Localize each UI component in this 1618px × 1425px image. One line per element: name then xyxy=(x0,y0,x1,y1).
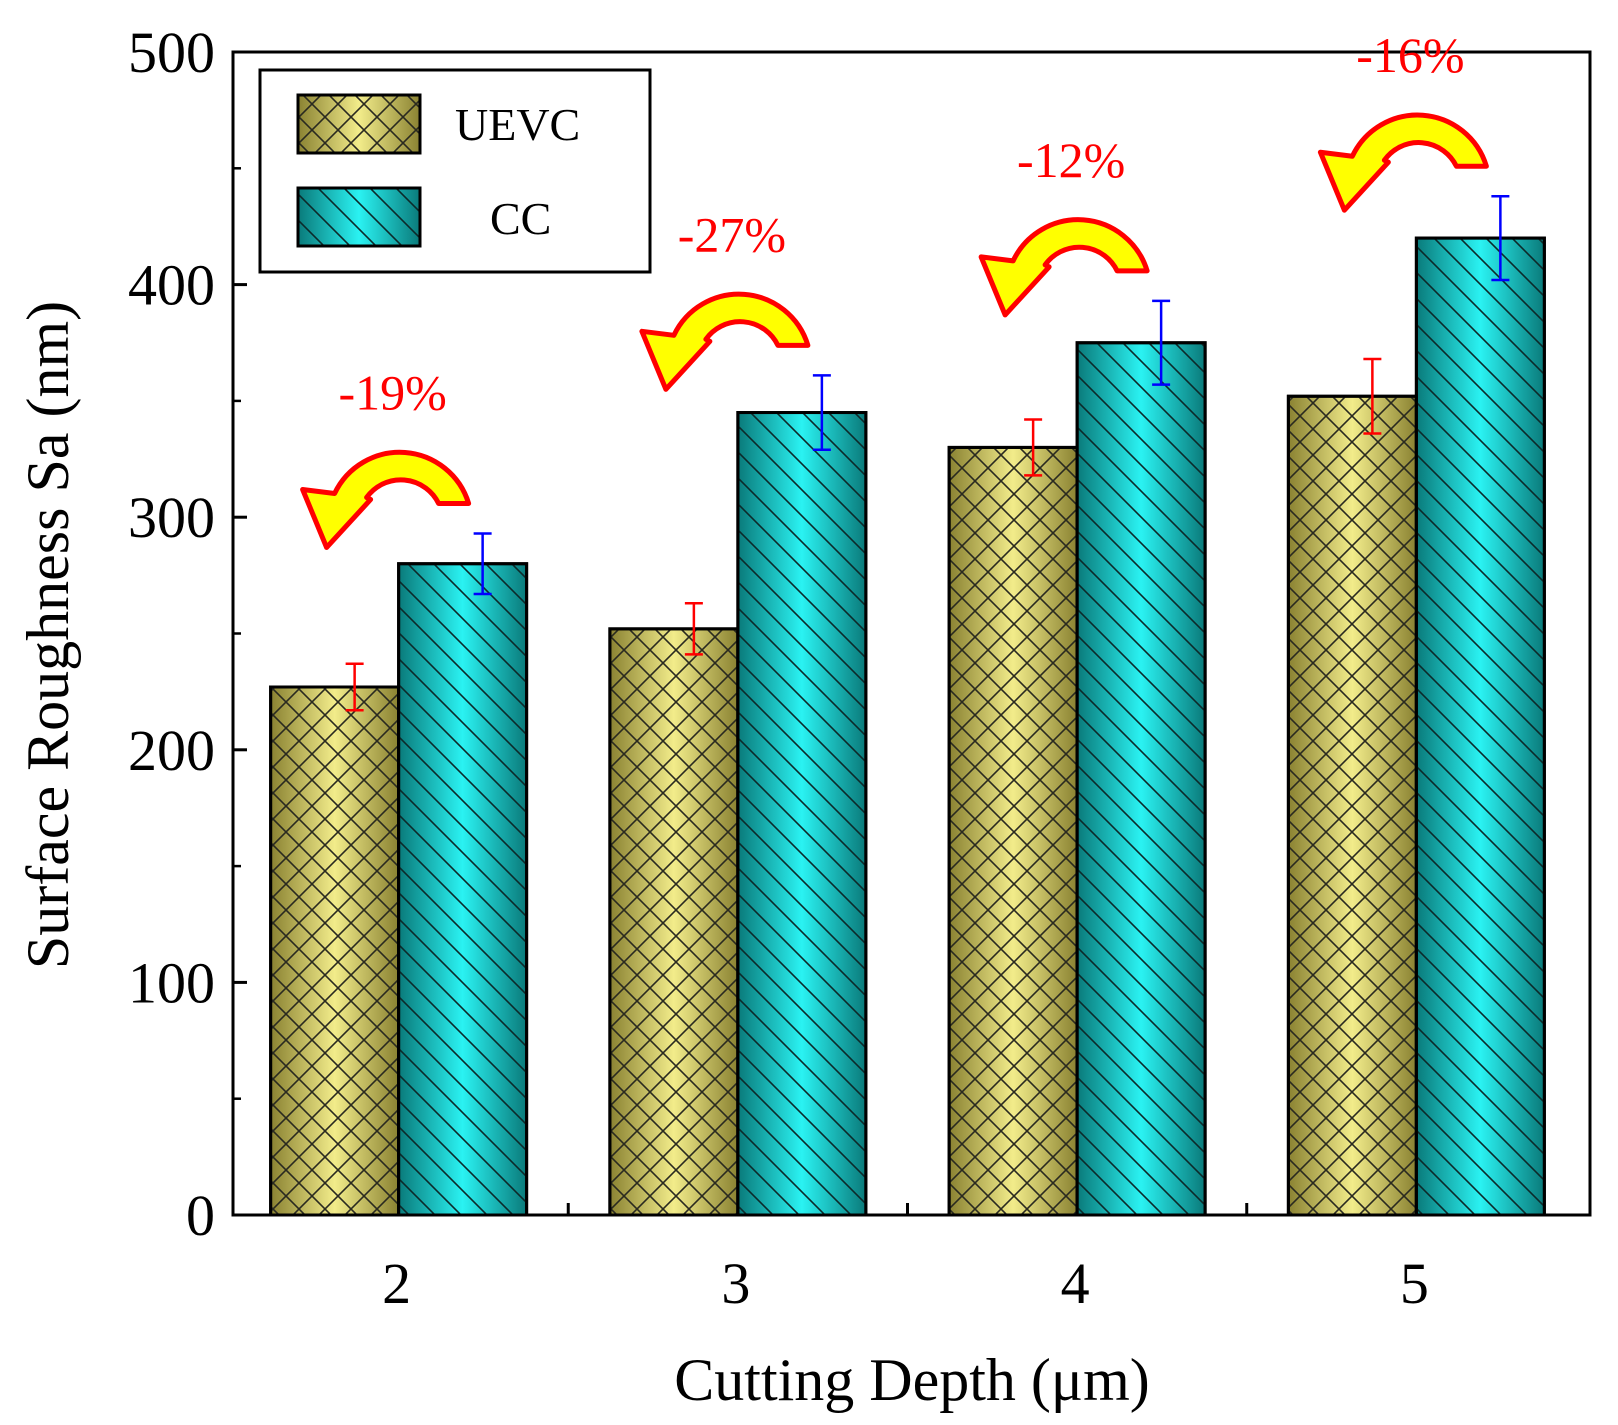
legend-swatch-uevc-pattern xyxy=(296,93,422,155)
error-bar-cc-5 xyxy=(1491,194,1510,282)
bars-layer xyxy=(269,236,1546,1217)
x-tick-label-5: 5 xyxy=(1400,1251,1429,1316)
legend-label-cc: CC xyxy=(490,193,551,244)
error-bar-cc-4 xyxy=(1152,299,1171,386)
legend-swatch-cc-pattern xyxy=(296,186,422,248)
reduction-arrow-2 xyxy=(300,449,472,550)
y-tick-label-200: 200 xyxy=(128,718,215,783)
error-bar-cc-3 xyxy=(812,374,831,451)
bar-pattern-uevc-2 xyxy=(269,685,401,1217)
reduction-label-2: -19% xyxy=(338,364,446,420)
y-tick-label-400: 400 xyxy=(128,253,215,318)
legend-label-uevc: UEVC xyxy=(455,99,580,150)
bar-pattern-cc-5 xyxy=(1414,236,1546,1217)
reduction-arrow-4 xyxy=(978,217,1150,318)
reduction-label-4: -12% xyxy=(1017,132,1125,188)
bar-pattern-uevc-4 xyxy=(947,445,1079,1217)
reduction-arrow-5 xyxy=(1317,112,1489,213)
annotation-arrows-layer: -19% -27% -12% -16% xyxy=(300,27,1489,550)
bar-pattern-cc-3 xyxy=(736,411,868,1217)
y-tick-label-500: 500 xyxy=(128,20,215,85)
y-tick-label-0: 0 xyxy=(186,1183,215,1248)
reduction-arrow-3 xyxy=(639,291,811,392)
error-bar-cc-2 xyxy=(473,532,492,596)
x-axis-title: Cutting Depth (μm) xyxy=(674,1347,1149,1413)
bar-pattern-cc-2 xyxy=(397,562,529,1217)
legend: UEVC CC xyxy=(258,68,652,274)
y-tick-label-100: 100 xyxy=(128,950,215,1015)
bar-pattern-uevc-5 xyxy=(1286,394,1418,1217)
x-tick-label-3: 3 xyxy=(721,1251,750,1316)
x-tick-label-4: 4 xyxy=(1061,1251,1090,1316)
reduction-label-3: -27% xyxy=(678,206,786,262)
error-bar-uevc-3 xyxy=(684,602,703,656)
error-bar-uevc-2 xyxy=(345,662,364,712)
error-bar-uevc-4 xyxy=(1024,418,1043,477)
y-tick-label-300: 300 xyxy=(128,485,215,550)
bar-pattern-uevc-3 xyxy=(608,627,740,1217)
error-bar-uevc-5 xyxy=(1363,357,1382,435)
axes-layer: 0 100 200 300 400 500 2 3 4 5 xyxy=(128,20,1429,1316)
error-bars-layer xyxy=(345,194,1510,712)
y-axis-title: Surface Roughness Sa (nm) xyxy=(15,301,81,969)
bar-pattern-cc-4 xyxy=(1075,341,1207,1217)
reduction-label-5: -16% xyxy=(1356,27,1464,83)
x-tick-label-2: 2 xyxy=(382,1251,411,1316)
